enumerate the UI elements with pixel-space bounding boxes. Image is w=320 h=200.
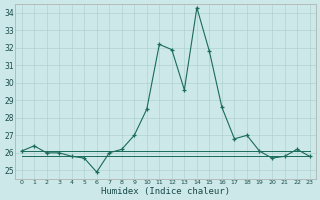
X-axis label: Humidex (Indice chaleur): Humidex (Indice chaleur) bbox=[101, 187, 230, 196]
